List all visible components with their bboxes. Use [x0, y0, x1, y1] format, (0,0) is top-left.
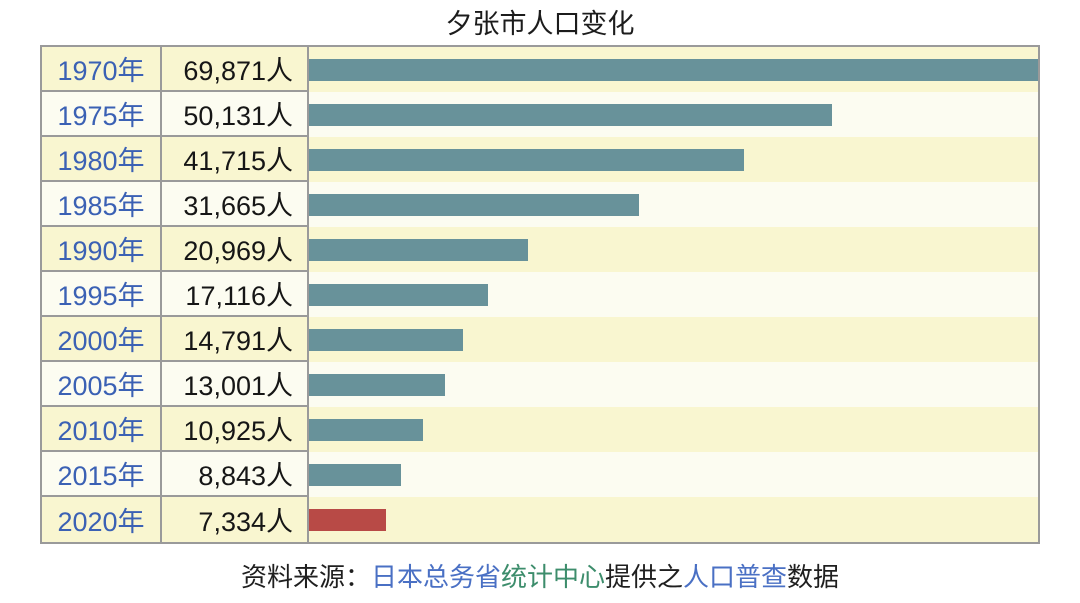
source-note-suffix: 数据: [787, 562, 840, 592]
table-row: 2010年 10,925人: [42, 407, 1038, 452]
population-bar: [309, 508, 386, 531]
population-bar: [309, 373, 445, 396]
source-link-agency[interactable]: 日本总务省: [370, 562, 501, 592]
year-label: 2005年: [42, 362, 162, 407]
table-row: 2005年 13,001人: [42, 362, 1038, 407]
year-label: 2000年: [42, 317, 162, 362]
population-value: 13,001人: [162, 362, 309, 407]
population-bar: [309, 463, 402, 486]
population-value: 10,925人: [162, 407, 309, 452]
year-label: 1970年: [42, 47, 162, 92]
table-row: 2020年 7,334人: [42, 497, 1038, 542]
bar-track: [309, 137, 1038, 182]
year-label: 1985年: [42, 182, 162, 227]
population-bar: [309, 418, 423, 441]
population-bar: [309, 328, 464, 351]
population-value: 8,843人: [162, 452, 309, 497]
population-bar: [309, 58, 1038, 81]
population-bar: [309, 193, 640, 216]
chart-title: 夕张市人口变化: [445, 9, 635, 39]
bar-track: [309, 452, 1038, 497]
bar-track: [309, 182, 1038, 227]
year-label: 1995年: [42, 272, 162, 317]
table-row: 1970年 69,871人: [42, 47, 1038, 92]
population-value: 17,116人: [162, 272, 309, 317]
table-row: 1975年 50,131人: [42, 92, 1038, 137]
bar-track: [309, 47, 1038, 92]
bar-track: [309, 92, 1038, 137]
population-value: 14,791人: [162, 317, 309, 362]
table-row: 1990年 20,969人: [42, 227, 1038, 272]
source-link-census[interactable]: 人口普查: [683, 562, 788, 592]
population-bar: [309, 283, 488, 306]
bar-track: [309, 362, 1038, 407]
table-row: 2000年 14,791人: [42, 317, 1038, 362]
bar-track: [309, 272, 1038, 317]
bar-track: [309, 407, 1038, 452]
table-row: 1980年 41,715人: [42, 137, 1038, 182]
population-bar: [309, 148, 745, 171]
population-value: 69,871人: [162, 47, 309, 92]
population-value: 7,334人: [162, 497, 309, 542]
year-label: 2020年: [42, 497, 162, 542]
population-value: 41,715人: [162, 137, 309, 182]
population-value: 20,969人: [162, 227, 309, 272]
source-note: 资料来源：日本总务省统计中心提供之人口普查数据: [0, 560, 1080, 594]
source-note-middle: 提供之: [605, 562, 684, 592]
population-table: 1970年 69,871人 1975年 50,131人 1980年 41,715人 1985…: [40, 45, 1040, 544]
year-label: 2010年: [42, 407, 162, 452]
table-row: 1985年 31,665人: [42, 182, 1038, 227]
population-value: 50,131人: [162, 92, 309, 137]
year-label: 2015年: [42, 452, 162, 497]
population-bar: [309, 238, 528, 261]
bar-track: [309, 227, 1038, 272]
population-value: 31,665人: [162, 182, 309, 227]
year-label: 1990年: [42, 227, 162, 272]
year-label: 1980年: [42, 137, 162, 182]
source-link-statistics-center[interactable]: 统计中心: [500, 562, 605, 592]
table-row: 1995年 17,116人: [42, 272, 1038, 317]
population-bar: [309, 103, 833, 126]
year-label: 1975年: [42, 92, 162, 137]
source-note-prefix: 资料来源：: [240, 562, 371, 592]
bar-track: [309, 497, 1038, 542]
table-row: 2015年 8,843人: [42, 452, 1038, 497]
bar-track: [309, 317, 1038, 362]
